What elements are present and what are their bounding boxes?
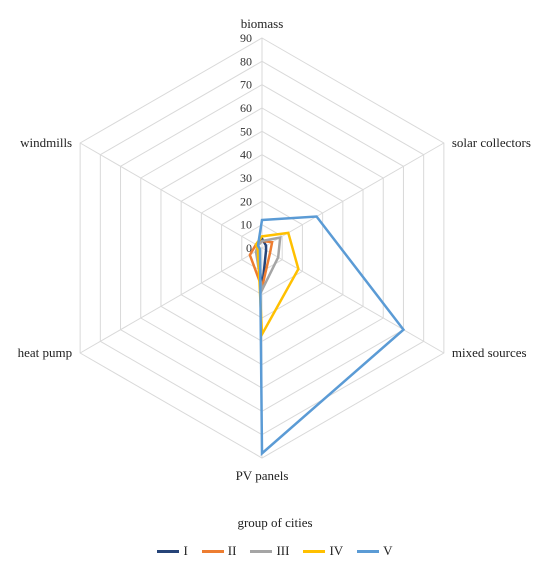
series-V: [256, 215, 406, 457]
radar-series: [248, 215, 406, 457]
radial-tick-labels: 0 10 20 30 40 50 60 70 80 90: [240, 31, 252, 255]
legend-item-I: I: [157, 543, 188, 559]
legend-swatch: [250, 549, 273, 553]
tick-label-90: 90: [240, 31, 252, 45]
legend-swatch: [357, 549, 380, 553]
axis-label-2: mixed sources: [452, 345, 527, 360]
tick-label-80: 80: [240, 54, 252, 68]
radar-chart: 0 10 20 30 40 50 60 70 80 90 biomass solar collect…: [18, 16, 531, 483]
legend-item-V: V: [357, 543, 393, 559]
axis-label-1: solar collectors: [452, 135, 531, 150]
legend-item-II: II: [201, 543, 237, 559]
tick-label-30: 30: [240, 171, 252, 185]
tick-label-20: 20: [240, 194, 252, 208]
legend-label: III: [276, 543, 290, 558]
tick-label-70: 70: [240, 78, 252, 92]
legend-label: V: [383, 543, 393, 558]
legend-swatch: [303, 549, 326, 553]
axis-labels: biomass solar collectors mixed sources PV p…: [18, 16, 531, 483]
legend-label: I: [183, 543, 188, 558]
legend-label: IV: [329, 543, 344, 558]
tick-label-0: 0: [246, 241, 252, 255]
axis-label-0: biomass: [241, 16, 284, 31]
spoke-4: [79, 247, 263, 354]
legend-item-III: III: [250, 543, 289, 559]
legend-item-IV: IV: [303, 543, 343, 559]
legend: I II III IV V: [0, 543, 550, 559]
legend-label: II: [227, 543, 237, 558]
tick-label-10: 10: [240, 218, 252, 232]
tick-label-50: 50: [240, 124, 252, 138]
legend-swatch: [157, 549, 180, 553]
tick-label-60: 60: [240, 101, 252, 115]
axis-label-5: windmills: [20, 135, 72, 150]
axis-label-3: PV panels: [236, 468, 289, 483]
spoke-1: [261, 142, 445, 249]
axis-label-4: heat pump: [18, 345, 73, 360]
legend-swatch: [201, 549, 224, 553]
tick-label-40: 40: [240, 148, 252, 162]
legend-title: group of cities: [237, 515, 313, 530]
spoke-5: [79, 142, 263, 249]
spoke-2: [261, 247, 445, 354]
